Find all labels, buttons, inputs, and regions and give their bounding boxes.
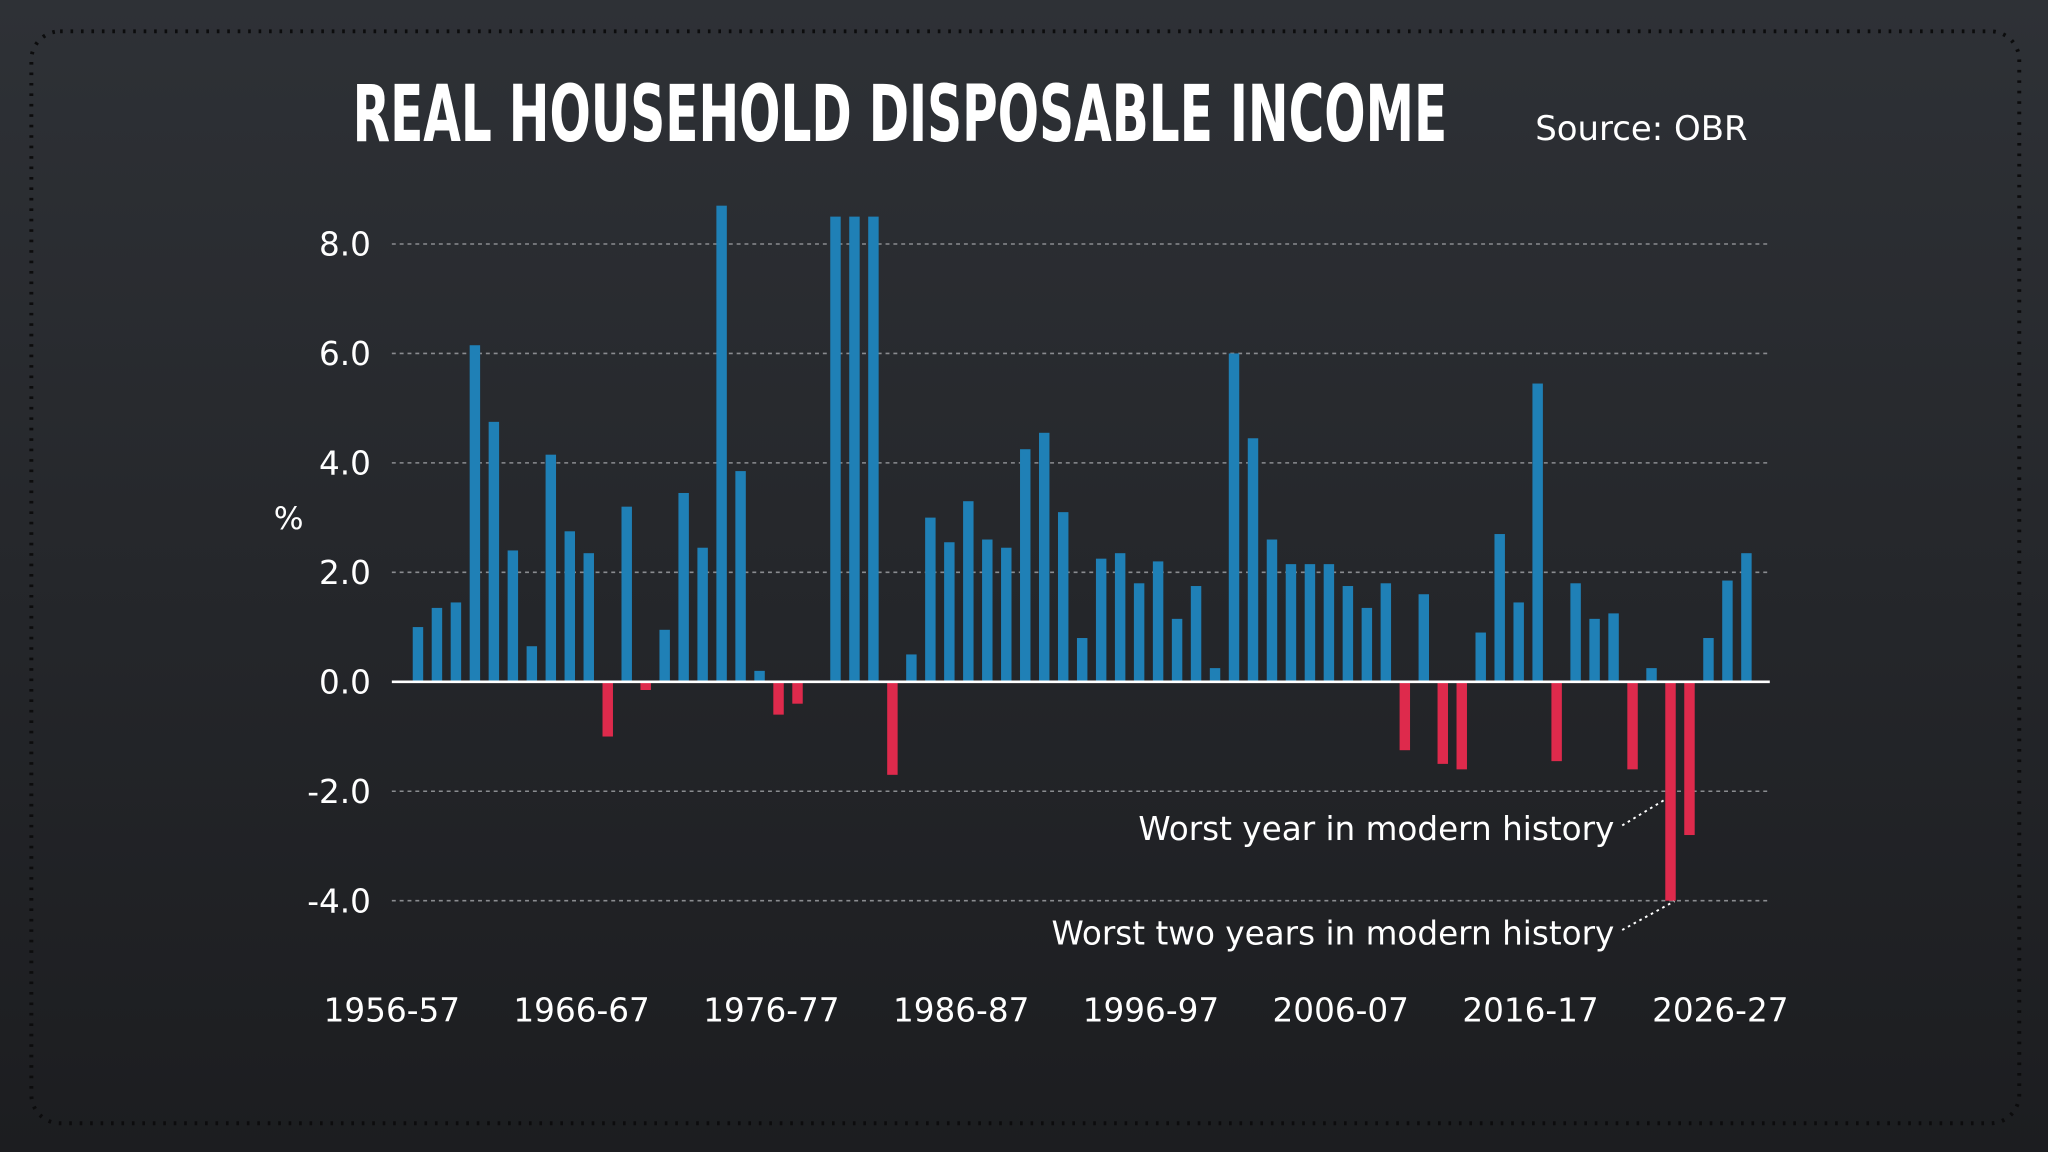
bar [1665,681,1676,901]
x-tick-label: 1966-67 [513,991,649,1029]
bar [792,681,803,704]
bar [431,607,443,682]
bar [1684,681,1695,836]
y-tick-label: 0.0 [319,664,371,702]
annotation-leader [1621,798,1666,827]
bar [526,646,538,682]
bar [697,547,708,682]
x-tick-label: 1996-97 [1083,991,1219,1029]
bar [1646,668,1657,682]
bar [1209,668,1221,682]
bar [1228,353,1240,682]
bar [1285,564,1297,682]
x-tick-label: 1976-77 [703,991,839,1029]
bar [906,654,917,682]
y-tick-label: 6.0 [319,335,371,373]
bar [1741,553,1752,682]
y-tick-label: 2.0 [319,554,371,592]
bar [659,629,670,682]
source: Source: OBR [1535,109,1747,149]
bar [1152,561,1164,682]
bar [1494,534,1505,682]
bar [754,670,765,682]
x-tick-label: 2016-17 [1462,991,1598,1029]
bar [1039,432,1050,682]
x-tick-label: 1956-57 [324,991,460,1029]
bar [1456,681,1467,770]
bar [1266,539,1278,682]
bar [716,205,727,682]
bar [963,501,974,682]
bar [1380,583,1392,682]
bar [1323,564,1335,682]
x-tick-label: 2026-27 [1652,991,1788,1029]
bar [1399,681,1411,751]
bar [488,421,500,682]
bar [1171,618,1183,682]
bar [1513,602,1524,682]
bar [1570,583,1581,682]
bar [469,345,481,682]
bar [1114,553,1126,682]
bar [944,542,955,682]
bar [1190,586,1202,682]
bar [621,506,632,682]
bar [773,681,784,715]
bar [1247,438,1259,682]
y-tick-label: 4.0 [319,445,371,483]
y-tick-label: -4.0 [307,882,371,920]
bar [1361,607,1373,682]
bar [925,517,936,682]
x-tick-label: 2006-07 [1273,991,1409,1029]
bar [1437,681,1448,764]
bar [1342,586,1354,682]
bar [1551,681,1562,762]
bar [1418,594,1430,682]
bar [1001,547,1012,682]
bar [887,681,898,775]
annotation: Worst year in modern history [1138,810,1614,848]
chart-title: REAL HOUSEHOLD DISPOSABLE INCOME [353,69,1448,160]
y-tick-label: 8.0 [319,226,371,264]
bar [1532,383,1543,682]
bar [735,471,746,682]
bar [602,681,613,737]
bar [1304,564,1316,682]
bar [1475,632,1486,682]
bar [849,216,860,682]
bar [564,531,576,682]
annotation: Worst two years in modern history [1052,914,1615,952]
bar [1608,613,1619,682]
bar [1627,681,1638,770]
bar [982,539,993,682]
bar [1095,558,1107,682]
bar [545,454,557,682]
x-tick-label: 1986-87 [893,991,1029,1029]
y-tick-label: -2.0 [307,773,371,811]
y-axis-label: % [274,501,304,537]
bar [640,681,651,691]
bar [412,627,424,682]
bar [1133,583,1145,682]
bar [507,550,519,682]
bar [868,216,879,682]
bar [1722,580,1733,682]
bar [1020,449,1031,682]
bar [830,216,841,682]
bar [1057,512,1069,682]
bar [678,492,689,682]
bar [583,553,594,682]
bar [450,602,462,682]
bar [1076,638,1088,682]
bar [1589,618,1600,682]
bar [1703,638,1714,682]
